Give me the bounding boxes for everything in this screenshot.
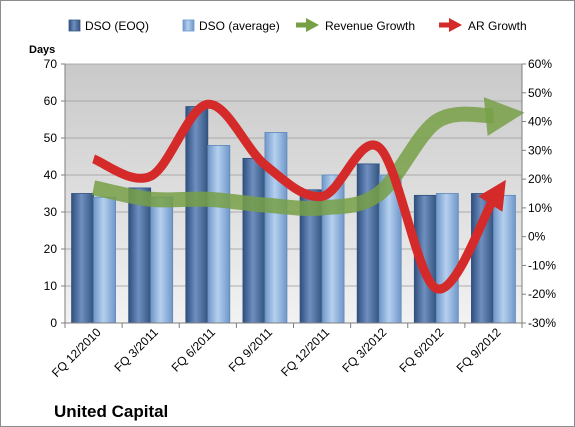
left-tick-label: 50 <box>44 131 58 145</box>
legend-arrow-ar-growth <box>439 18 462 32</box>
left-tick-label: 0 <box>50 316 57 330</box>
right-tick-label: 50% <box>528 86 552 100</box>
right-tick-label: -20% <box>528 287 556 301</box>
category-label: FQ 9/2011 <box>226 325 276 375</box>
left-tick-label: 60 <box>44 94 58 108</box>
bar-dso-eoq <box>71 193 94 324</box>
growth-lines <box>91 97 525 294</box>
category-label: FQ 3/2011 <box>111 325 161 375</box>
bar-dso-eoq <box>128 187 152 324</box>
right-tick-label: 0% <box>528 230 546 244</box>
category-axis-ticks: FQ 12/2010 FQ 3/2011 FQ 6/2011 FQ 9/2011 FQ … <box>49 323 523 380</box>
category-label: FQ 3/2012 <box>339 325 389 375</box>
right-axis-ticks: -30% -20% -10% 0% 10% 20% 30% 40% 50% 60% <box>522 57 556 330</box>
bar-dso-average <box>264 132 288 324</box>
left-tick-label: 20 <box>44 242 58 256</box>
legend-label-dso-average: DSO (average) <box>199 19 280 33</box>
legend-arrow-revenue-growth <box>296 18 319 32</box>
y-axis-title: Days <box>29 44 55 56</box>
legend-label-revenue-growth: Revenue Growth <box>325 19 415 33</box>
right-tick-label: 20% <box>528 172 552 186</box>
bar-dso-eoq <box>242 157 266 324</box>
legend-label-dso-eoq: DSO (EOQ) <box>85 19 149 33</box>
right-tick-label: -10% <box>528 258 556 272</box>
line-revenue-growth <box>91 97 525 216</box>
right-tick-label: 10% <box>528 201 552 215</box>
legend-label-ar-growth: AR Growth <box>468 19 527 33</box>
category-label: FQ 6/2011 <box>169 325 219 375</box>
bar-dso-average <box>493 194 516 324</box>
left-tick-label: 40 <box>44 168 58 182</box>
left-tick-label: 10 <box>44 279 58 293</box>
legend: DSO (EOQ) DSO (average) Revenue Growth A… <box>68 18 527 33</box>
line-ar-growth <box>91 99 506 294</box>
right-tick-label: 60% <box>528 57 552 71</box>
category-label: FQ 9/2012 <box>454 325 504 375</box>
category-label: FQ 12/2011 <box>278 325 332 379</box>
right-tick-label: 40% <box>528 115 552 129</box>
left-tick-label: 70 <box>44 57 58 71</box>
bar-dso-eoq <box>185 106 209 324</box>
left-axis-ticks: 0 10 20 30 40 50 60 70 <box>44 57 65 330</box>
bar-dso-average <box>93 196 116 324</box>
left-tick-label: 30 <box>44 205 58 219</box>
right-tick-label: 30% <box>528 143 552 157</box>
right-tick-label: -30% <box>528 316 556 330</box>
category-label: FQ 6/2012 <box>396 325 446 375</box>
category-label: FQ 12/2010 <box>49 325 104 380</box>
legend-swatch-dso-eoq <box>68 19 81 32</box>
company-name: United Capital <box>54 402 168 421</box>
bar-dso-average <box>150 196 174 324</box>
bar-dso-average <box>207 144 231 324</box>
bar-dso-average <box>435 193 459 324</box>
legend-swatch-dso-average <box>182 19 195 32</box>
